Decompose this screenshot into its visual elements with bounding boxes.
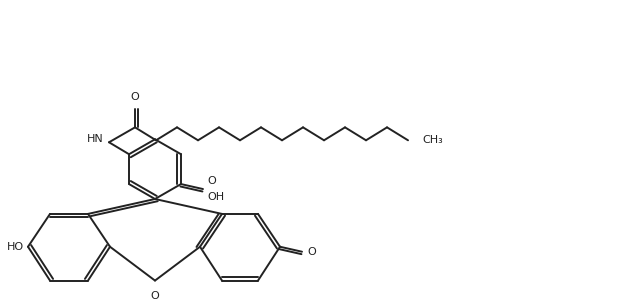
Text: HN: HN: [87, 134, 104, 144]
Text: O: O: [150, 291, 159, 301]
Text: O: O: [207, 176, 216, 186]
Text: O: O: [307, 247, 316, 257]
Text: OH: OH: [207, 192, 224, 202]
Text: O: O: [131, 92, 140, 102]
Text: CH₃: CH₃: [422, 135, 443, 145]
Text: HO: HO: [7, 242, 24, 252]
